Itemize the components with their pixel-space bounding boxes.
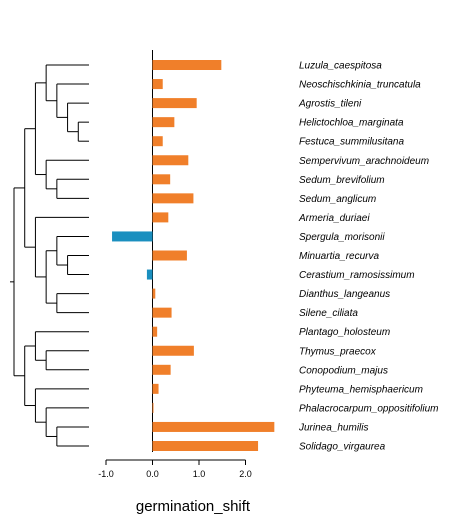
tip-label: Luzula_caespitosa [299,61,382,72]
bar-helictochloa-marginata [152,117,175,128]
bar-luzula-caespitosa [152,60,222,70]
tip-label: Helictochloa_marginata [299,118,404,129]
tip-label: Dianthus_langeanus [299,289,390,300]
tip-labels: Luzula_caespitosa Neoschischkinia_truncat… [298,61,439,453]
tip-label: Sedum_anglicum [299,194,376,205]
tip-label: Phyteuma_hemisphaericum [299,384,423,395]
x-tick-label: 1.0 [193,469,206,479]
tip-label: Jurinea_humilis [298,422,368,433]
bar-conopodium-majus [152,364,171,375]
x-axis: -1.0 0.0 1.0 2.0 [98,459,252,479]
bar-sempervivum-arachnoideum [152,155,189,166]
bar-plantago-holosteum [152,326,158,337]
phylogenetic-tree [10,64,89,447]
bar-thymus-praecox [152,345,194,356]
bar-silene-ciliata [152,307,172,318]
tip-label: Conopodium_majus [299,365,388,376]
bar-armeria-duriaei [152,212,169,223]
bar-cerastium-ramosissimum [146,269,153,280]
x-tick-label: 0.0 [146,469,159,479]
tip-label: Minuartia_recurva [299,251,379,262]
bar-solidago-virgaurea [152,441,259,451]
tip-label: Sempervivum_arachnoideum [299,156,429,167]
x-tick-label: -1.0 [98,469,114,479]
bar-agrostis-tileni [152,98,197,109]
tip-label: Armeria_duriaei [298,213,370,224]
tip-label: Spergula_morisonii [299,232,385,243]
tip-label: Silene_ciliata [299,308,358,319]
bar-minuartia-recurva [152,250,187,261]
bar-phyteuma-hemisphaericum [152,383,159,394]
x-tick-label: 2.0 [239,469,252,479]
bar-sedum-anglicum [152,193,194,204]
bars [112,60,275,451]
bar-spergula-morisonii [112,231,153,242]
tip-label: Plantago_holosteum [299,327,390,338]
bar-neoschischkinia-truncatula [152,79,163,90]
tip-label: Solidago_virgaurea [299,442,386,453]
bar-phalacrocarpum-oppositifolium [152,402,154,413]
bar-dianthus-langeanus [152,288,156,299]
tip-label: Thymus_praecox [299,346,377,357]
tip-label: Agrostis_tileni [298,99,362,110]
bar-festuca-summilusitana [152,136,163,147]
tip-label: Neoschischkinia_truncatula [299,80,421,91]
x-axis-title: germination_shift [136,498,251,515]
tip-label: Cerastium_ramosissimum [299,270,415,281]
tip-label: Sedum_brevifolium [299,175,385,186]
tip-label: Phalacrocarpum_oppositifolium [299,403,439,414]
tip-label: Festuca_summilusitana [299,137,404,148]
bar-sedum-brevifolium [152,174,171,185]
bar-jurinea-humilis [152,421,275,432]
